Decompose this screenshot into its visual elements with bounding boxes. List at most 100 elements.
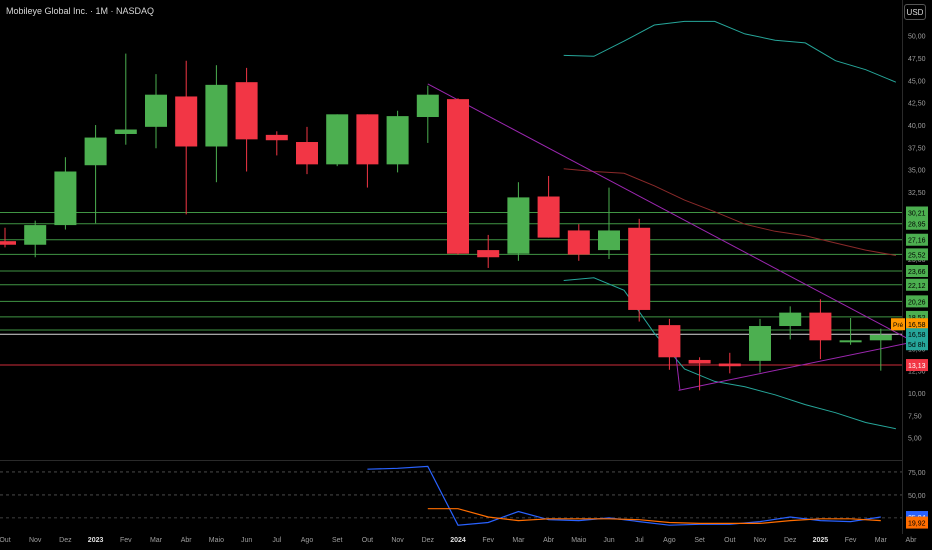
- time-tick-label: Abr: [906, 537, 918, 544]
- price-tick-label: 10,00: [908, 391, 926, 398]
- candle-body: [537, 196, 560, 238]
- last-price-tag: 16,58: [908, 322, 926, 329]
- candle-body: [688, 359, 711, 364]
- lower-band-line: [563, 277, 897, 430]
- candle-body: [114, 129, 137, 134]
- osc-value-tag-bg: [906, 516, 928, 529]
- candle-body: [0, 241, 16, 245]
- time-tick-label: Ago: [301, 537, 314, 544]
- candle-body: [416, 94, 439, 118]
- candle-body: [447, 99, 469, 254]
- candle-body: [749, 326, 771, 361]
- price-tick-label: 42,50: [908, 101, 926, 108]
- time-tick-label: Dez: [59, 537, 72, 544]
- trendline: [678, 338, 927, 391]
- candle-body: [628, 227, 651, 310]
- candle-body: [477, 250, 500, 258]
- price-tick-label: 35,00: [908, 168, 926, 175]
- level-tag: 13,13: [908, 363, 926, 370]
- time-tick-label: Jul: [635, 537, 644, 544]
- last-price-tag-bg: [906, 338, 928, 351]
- candle-body: [658, 325, 681, 358]
- level-tag-bg: [906, 248, 928, 261]
- candle-body: [718, 363, 741, 367]
- time-tick-label: Mar: [875, 537, 888, 544]
- last-price-tag-bg: [906, 328, 928, 341]
- time-tick-label: Nov: [29, 537, 42, 544]
- time-tick-label: Dez: [422, 537, 435, 544]
- pre-market-label: Pré: [893, 322, 904, 329]
- time-tick-label: Jul: [272, 537, 281, 544]
- time-tick-label: Set: [694, 537, 705, 544]
- time-tick-label: 2025: [813, 537, 829, 544]
- level-tag: 25,52: [908, 252, 926, 259]
- price-tick-label: 25,00: [908, 257, 926, 264]
- candle-body: [296, 142, 318, 165]
- price-tick-label: 37,50: [908, 145, 926, 152]
- time-tick-label: Jun: [603, 537, 614, 544]
- candle-body: [265, 134, 288, 141]
- price-tick-label: 45,00: [908, 78, 926, 85]
- osc-value-tag: 19,92: [908, 521, 926, 528]
- time-tick-label: Ago: [663, 537, 676, 544]
- price-tick-label: 32,50: [908, 190, 926, 197]
- last-price-tag: 16,58: [908, 332, 926, 339]
- time-tick-label: Fev: [482, 537, 494, 544]
- candle-body: [54, 171, 77, 226]
- time-tick-label: 2023: [88, 537, 104, 544]
- time-tick-label: Maio: [571, 537, 586, 544]
- time-tick-label: Abr: [181, 537, 193, 544]
- pre-market-badge: [891, 318, 905, 331]
- candle-body: [84, 137, 107, 166]
- level-tag-bg: [906, 278, 928, 291]
- level-tag-bg: [906, 233, 928, 246]
- level-tag-bg: [906, 217, 928, 230]
- level-tag: 20,26: [908, 299, 926, 306]
- price-tick-label: 50,00: [908, 34, 926, 41]
- level-tag-bg: [906, 295, 928, 308]
- currency-button[interactable]: USD: [904, 4, 926, 20]
- time-tick-label: Dez: [784, 537, 797, 544]
- level-tag: 23,66: [908, 269, 926, 276]
- time-tick-label: Mar: [512, 537, 525, 544]
- candle-body: [809, 312, 832, 341]
- candle-body: [175, 96, 198, 147]
- candle-body: [386, 116, 409, 165]
- candle-body: [205, 84, 228, 147]
- level-tag: 27,16: [908, 238, 926, 245]
- candle-body: [145, 94, 167, 127]
- upper-band-line: [563, 20, 897, 83]
- level-tag-bg: [906, 264, 928, 277]
- level-tag: 30,21: [908, 210, 926, 217]
- time-tick-label: 2024: [450, 537, 466, 544]
- candle-body: [567, 230, 590, 255]
- price-tick-label: 7,50: [908, 413, 922, 420]
- price-tick-label: 40,00: [908, 123, 926, 130]
- candle-body: [598, 230, 620, 251]
- level-tag-bg: [906, 206, 928, 219]
- candle-body: [356, 114, 379, 165]
- time-tick-label: Fev: [845, 537, 857, 544]
- osc-tick-label: 75,00: [908, 470, 926, 477]
- time-tick-label: Set: [332, 537, 343, 544]
- candle-body: [507, 197, 530, 254]
- time-tick-label: Jun: [241, 537, 252, 544]
- time-tick-label: Maio: [209, 537, 224, 544]
- middle-band-line: [563, 168, 896, 256]
- trendline: [427, 83, 927, 349]
- candle-body: [235, 82, 258, 140]
- candle-body: [326, 114, 349, 165]
- level-tag: 28,95: [908, 222, 926, 229]
- candle-body: [869, 334, 892, 341]
- osc-tick-label: 50,00: [908, 493, 926, 500]
- osc-line-orange: [427, 508, 881, 524]
- level-tag-bg: [906, 359, 928, 372]
- time-tick-label: Nov: [391, 537, 404, 544]
- time-tick-label: Out: [362, 537, 373, 544]
- last-price-tag-bg: [906, 318, 928, 331]
- level-tag: 22,12: [908, 283, 926, 290]
- chart-title: Mobileye Global Inc. · 1M · NASDAQ: [6, 6, 155, 16]
- time-tick-label: Fev: [120, 537, 132, 544]
- candle-body: [24, 225, 47, 245]
